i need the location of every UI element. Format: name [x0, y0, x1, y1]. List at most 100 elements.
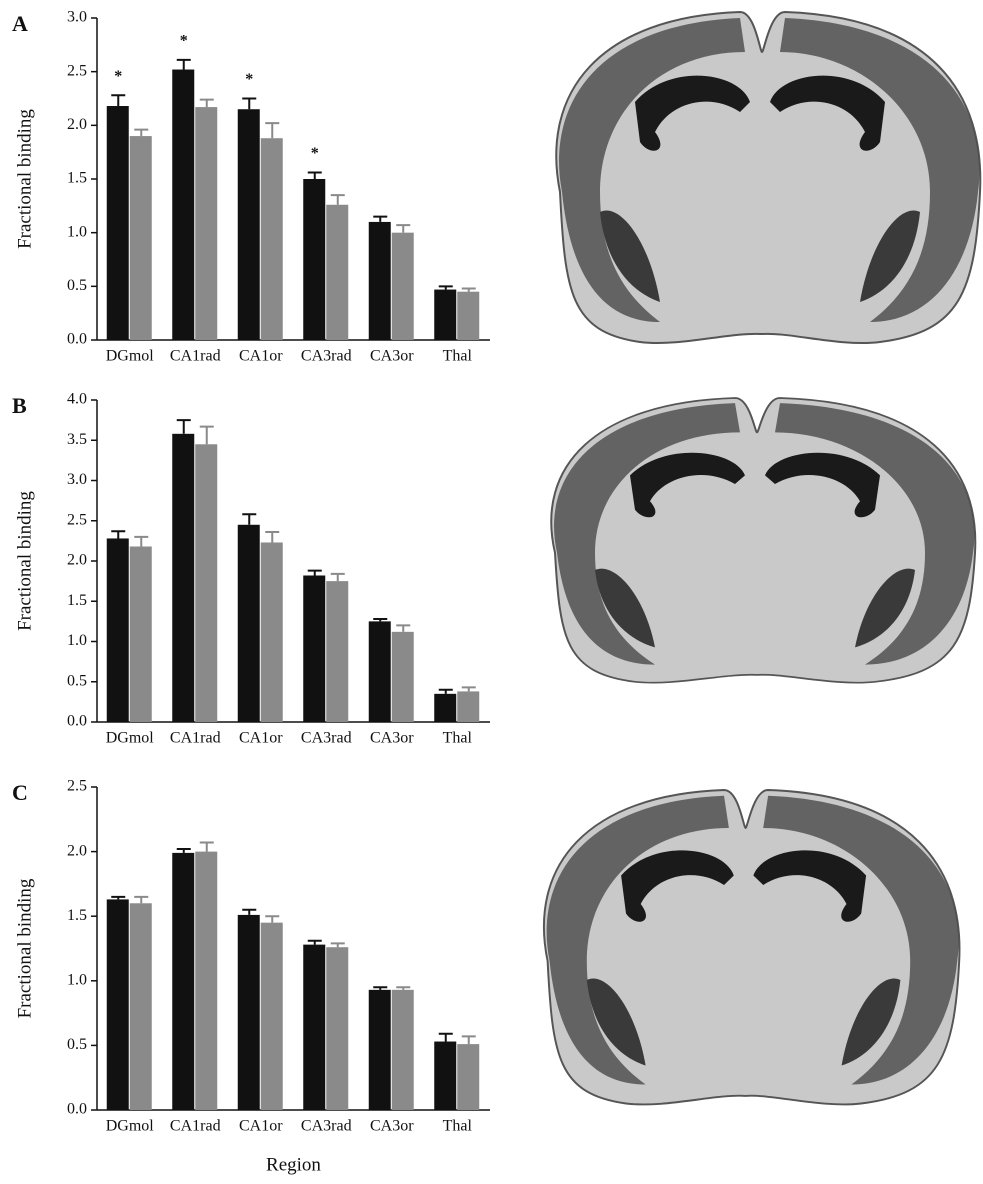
y-tick-label: 0.0	[67, 331, 87, 348]
bar	[326, 581, 348, 722]
x-tick-label: CA3rad	[301, 1118, 352, 1135]
error-bar	[373, 619, 387, 621]
error-bar	[242, 99, 256, 110]
error-bar	[331, 574, 345, 581]
error-bar	[439, 1034, 453, 1042]
x-tick-label: Thal	[443, 348, 473, 365]
y-tick-label: 0.0	[67, 713, 87, 730]
error-bar	[373, 217, 387, 222]
y-tick-label: 0.5	[67, 1036, 87, 1053]
bar	[303, 179, 325, 340]
x-tick-label: CA3rad	[301, 348, 352, 365]
error-bar	[308, 571, 322, 576]
bar	[238, 525, 260, 722]
bar	[457, 691, 479, 722]
significance-marker: *	[180, 33, 188, 50]
error-bar	[265, 532, 279, 542]
bar	[107, 106, 129, 340]
bar	[130, 547, 152, 722]
error-bar	[265, 123, 279, 138]
bar	[172, 434, 194, 722]
y-tick-label: 1.0	[67, 971, 87, 988]
bar	[130, 136, 152, 340]
bar	[369, 990, 391, 1110]
error-bar	[111, 531, 125, 538]
x-axis-label: Region	[266, 1154, 321, 1175]
bar	[107, 538, 129, 722]
x-tick-label: CA3rad	[301, 730, 352, 747]
error-bar	[111, 95, 125, 106]
bar	[195, 107, 217, 340]
x-tick-label: Thal	[443, 730, 473, 747]
bar	[261, 138, 283, 340]
y-tick-label: 0.5	[67, 277, 87, 294]
panel-label: C	[12, 780, 28, 805]
bar	[195, 444, 217, 722]
error-bar	[200, 100, 214, 108]
bar	[326, 947, 348, 1110]
bar	[369, 621, 391, 722]
x-tick-label: CA1rad	[170, 348, 221, 365]
y-tick-label: 2.5	[67, 511, 87, 528]
y-tick-label: 2.0	[67, 116, 87, 133]
y-tick-label: 2.0	[67, 552, 87, 569]
brain-section-image	[551, 398, 975, 683]
x-tick-label: DGmol	[106, 730, 155, 747]
error-bar	[462, 1036, 476, 1044]
panel-label: B	[12, 393, 27, 418]
error-bar	[242, 910, 256, 915]
bar	[434, 694, 456, 722]
significance-marker: *	[245, 71, 253, 88]
x-tick-label: CA3or	[370, 348, 414, 365]
bar	[172, 853, 194, 1110]
significance-marker: *	[114, 68, 122, 85]
error-bar	[439, 690, 453, 694]
error-bar	[396, 625, 410, 631]
error-bar	[200, 843, 214, 852]
y-tick-label: 1.0	[67, 632, 87, 649]
panel-label: A	[12, 11, 28, 36]
error-bar	[134, 130, 148, 136]
bar	[303, 945, 325, 1110]
bar	[326, 205, 348, 340]
bar	[434, 1042, 456, 1110]
error-bar	[462, 288, 476, 291]
bar	[303, 575, 325, 722]
error-bar	[134, 537, 148, 547]
figure: A Fractional binding 0.0 0.5 1.0 1.5 2.0 2.5 3.0…	[0, 0, 983, 1184]
bar	[392, 632, 414, 722]
x-tick-label: Thal	[443, 1118, 473, 1135]
bar	[392, 990, 414, 1110]
error-bar	[242, 514, 256, 524]
error-bar	[200, 427, 214, 445]
bar	[261, 542, 283, 722]
bar	[238, 915, 260, 1110]
y-tick-label: 1.5	[67, 907, 87, 924]
bar	[392, 233, 414, 340]
y-tick-label: 4.0	[67, 391, 87, 408]
x-tick-label: CA1or	[239, 348, 283, 365]
bar	[261, 923, 283, 1110]
y-tick-label: 1.0	[67, 223, 87, 240]
x-tick-label: CA1or	[239, 730, 283, 747]
error-bar	[308, 941, 322, 945]
x-tick-label: DGmol	[106, 1118, 155, 1135]
error-bar	[111, 897, 125, 900]
bar	[457, 292, 479, 340]
y-tick-label: 3.0	[67, 9, 87, 26]
bar	[238, 109, 260, 340]
y-tick-label: 3.5	[67, 431, 87, 448]
y-tick-label: 0.0	[67, 1101, 87, 1118]
bar	[457, 1044, 479, 1110]
error-bar	[396, 225, 410, 233]
y-tick-label: 2.5	[67, 778, 87, 795]
y-tick-label: 0.5	[67, 672, 87, 689]
bar	[195, 852, 217, 1110]
bar	[172, 70, 194, 340]
y-axis-label: Fractional binding	[14, 109, 35, 249]
error-bar	[462, 687, 476, 691]
y-tick-label: 3.0	[67, 471, 87, 488]
x-tick-label: CA3or	[370, 1118, 414, 1135]
y-axis-label: Fractional binding	[14, 878, 35, 1018]
y-tick-label: 2.5	[67, 62, 87, 79]
